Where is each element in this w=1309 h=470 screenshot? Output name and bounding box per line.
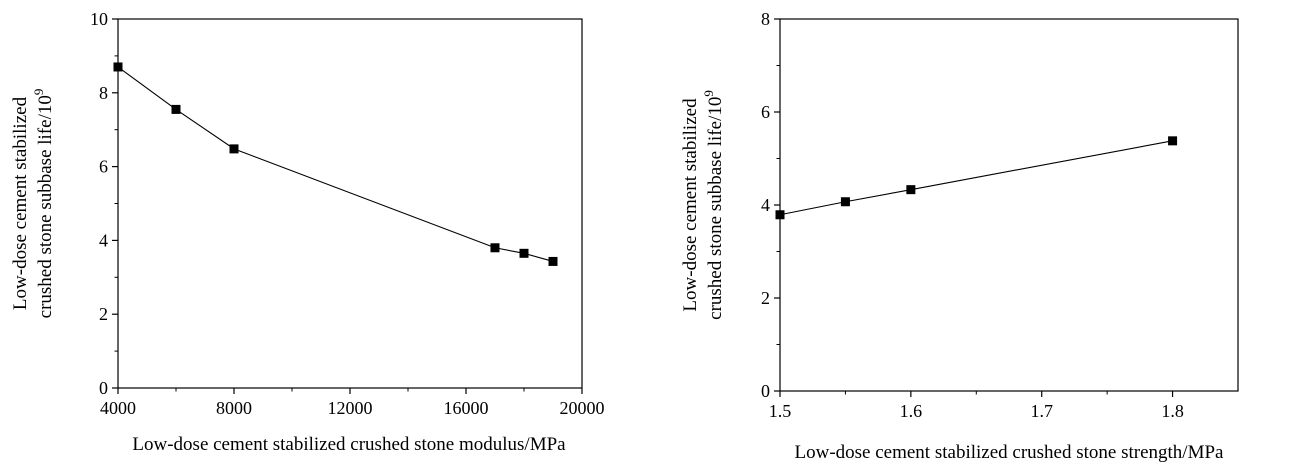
y-axis-label-superscript: 9: [701, 90, 716, 97]
x-tick-label: 4000: [100, 398, 136, 418]
y-axis-label-line2-text: crushed stone subbase life/10: [705, 97, 726, 320]
x-tick-label: 1.8: [1161, 401, 1184, 421]
x-axis-label: Low-dose cement stabilized crushed stone…: [132, 434, 566, 455]
data-point-marker: [775, 210, 785, 220]
data-point-marker: [548, 256, 558, 266]
y-axis-label-line2: crushed stone subbase life/109: [701, 90, 726, 320]
series-line: [779, 140, 1173, 216]
y-tick-label: 2: [761, 288, 770, 308]
y-axis-label: Low-dose cement stabilized crushed stone …: [680, 90, 726, 320]
modulus-life-chart: 4000 8000 12000 16000 20000 0 2 4 6 8 10 Low-dose c…: [0, 0, 654, 470]
y-axis-label-superscript: 9: [31, 89, 46, 96]
data-point-marker: [113, 62, 123, 72]
strength-life-plot: 1.5 1.6 1.7 1.8 0 2 4 6 8 Low-dose cement stabili…: [680, 9, 1239, 463]
data-point-marker: [229, 144, 239, 154]
x-tick-label: 1.6: [900, 401, 923, 421]
strength-life-chart: 1.5 1.6 1.7 1.8 0 2 4 6 8 Low-dose cement stabili…: [654, 0, 1309, 470]
y-tick-label: 6: [99, 157, 108, 177]
y-axis-label-line2: crushed stone subbase life/109: [31, 89, 56, 319]
x-tick-label: 12000: [328, 398, 373, 418]
x-tick-label: 8000: [216, 398, 252, 418]
series-line: [117, 66, 554, 262]
data-point-marker: [519, 248, 529, 258]
data-point-marker: [490, 243, 500, 253]
y-tick-label: 4: [761, 195, 770, 215]
plot-frame: [117, 18, 583, 389]
y-axis-label-line1: Low-dose cement stabilized: [10, 96, 31, 310]
data-point-marker: [906, 185, 916, 195]
x-tick-label: 1.7: [1030, 401, 1053, 421]
y-axis-label-line2-text: crushed stone subbase life/10: [35, 95, 56, 318]
modulus-life-plot: 4000 8000 12000 16000 20000 0 2 4 6 8 10 Low-dose c…: [10, 9, 605, 455]
y-tick-label: 2: [99, 304, 108, 324]
x-tick-label: 16000: [444, 398, 489, 418]
y-axis-label: Low-dose cement stabilized crushed stone …: [10, 89, 56, 319]
y-tick-label: 0: [99, 378, 108, 398]
y-axis-label-line1: Low-dose cement stabilized: [680, 98, 701, 312]
data-point-marker: [840, 197, 850, 207]
y-tick-label: 8: [99, 83, 108, 103]
data-point-marker: [1168, 136, 1178, 146]
x-tick-label: 20000: [560, 398, 605, 418]
x-axis-label: Low-dose cement stabilized crushed stone…: [795, 442, 1225, 463]
y-tick-label: 4: [99, 230, 108, 250]
y-tick-label: 10: [90, 9, 108, 29]
x-tick-label: 1.5: [769, 401, 792, 421]
y-tick-label: 8: [761, 9, 770, 29]
data-point-marker: [171, 104, 181, 114]
y-tick-label: 0: [761, 381, 770, 401]
y-tick-label: 6: [761, 102, 770, 122]
